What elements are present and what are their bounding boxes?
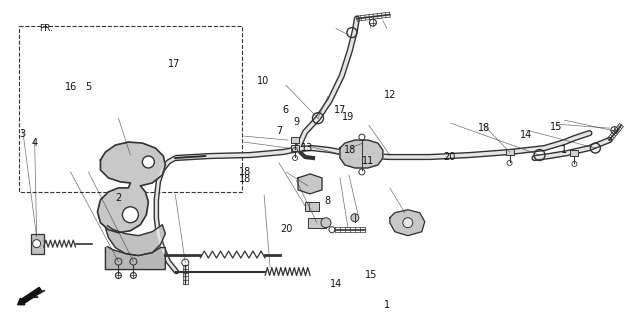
Bar — [19, 26, 241, 192]
Polygon shape — [105, 225, 166, 256]
Circle shape — [321, 218, 331, 228]
Bar — [505, 149, 514, 155]
Text: 1: 1 — [384, 300, 391, 310]
Text: 7: 7 — [276, 126, 282, 136]
Text: FR.: FR. — [39, 24, 53, 33]
Text: 12: 12 — [384, 90, 396, 100]
Text: 20: 20 — [280, 224, 292, 235]
Text: 14: 14 — [330, 279, 342, 289]
Bar — [571, 150, 579, 156]
Text: 6: 6 — [282, 105, 288, 115]
Text: 18: 18 — [238, 174, 251, 184]
Text: 15: 15 — [550, 122, 562, 132]
Text: 15: 15 — [365, 270, 377, 280]
Text: 17: 17 — [334, 105, 346, 115]
Text: 13: 13 — [301, 143, 314, 153]
Polygon shape — [97, 142, 166, 233]
Bar — [31, 234, 44, 253]
Circle shape — [142, 156, 154, 168]
Text: 1: 1 — [561, 145, 567, 155]
Polygon shape — [390, 210, 424, 236]
Text: 5: 5 — [85, 82, 92, 92]
Text: 2: 2 — [115, 193, 122, 203]
Circle shape — [122, 207, 139, 223]
Text: 4: 4 — [32, 139, 38, 148]
Text: 16: 16 — [65, 82, 77, 92]
Text: 18: 18 — [478, 123, 490, 132]
Text: 8: 8 — [325, 196, 331, 206]
Text: 17: 17 — [169, 59, 181, 69]
Text: 18: 18 — [344, 145, 356, 155]
Text: 10: 10 — [257, 76, 270, 86]
Text: 11: 11 — [362, 156, 375, 166]
Polygon shape — [340, 140, 383, 168]
Bar — [305, 202, 319, 211]
Bar — [291, 145, 299, 151]
Text: 20: 20 — [444, 152, 456, 162]
FancyArrow shape — [18, 287, 42, 305]
Polygon shape — [298, 174, 322, 194]
Polygon shape — [105, 247, 166, 269]
Bar — [308, 218, 326, 228]
Circle shape — [403, 218, 413, 228]
Bar — [291, 137, 299, 143]
Text: 14: 14 — [520, 130, 532, 140]
Circle shape — [351, 214, 359, 222]
Circle shape — [33, 240, 41, 248]
Text: 18: 18 — [238, 167, 251, 177]
Text: 3: 3 — [19, 129, 26, 139]
Text: 19: 19 — [342, 112, 355, 122]
Text: 9: 9 — [293, 117, 299, 127]
